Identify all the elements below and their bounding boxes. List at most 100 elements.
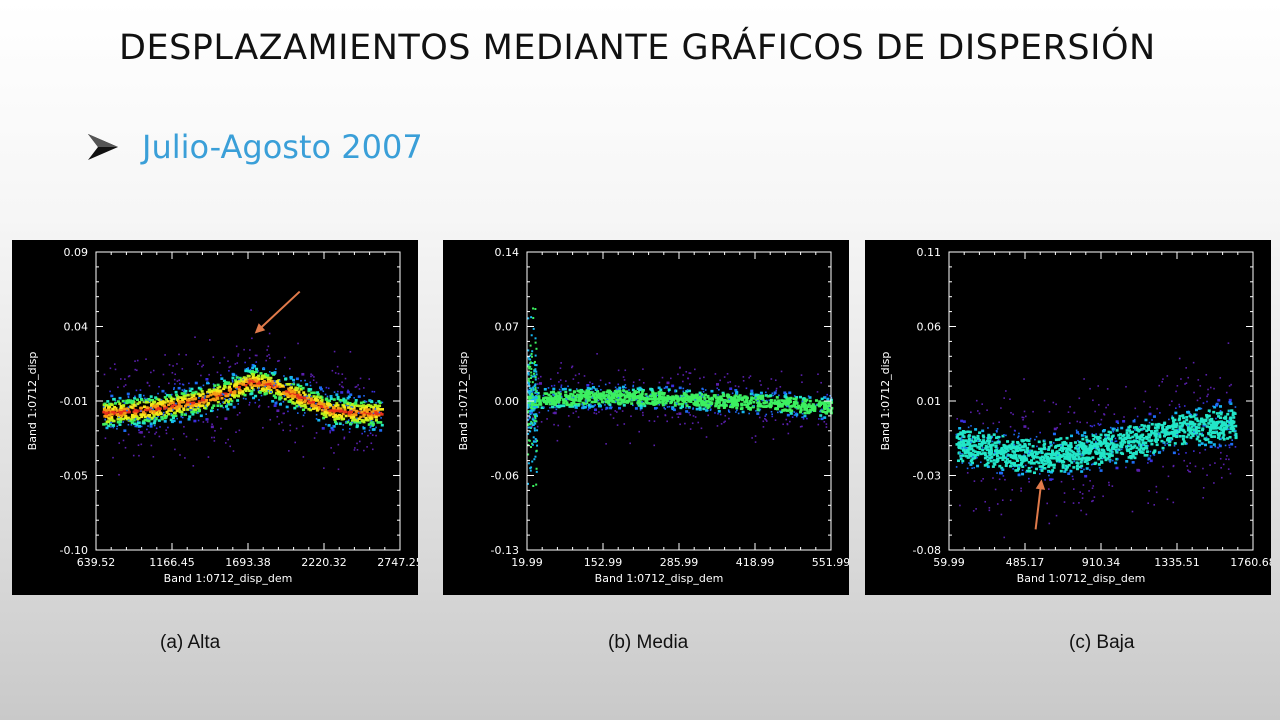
scatter-point	[233, 393, 237, 397]
scatter-point	[677, 373, 679, 376]
y-tick-label: 0.09	[64, 246, 89, 259]
scatter-point	[784, 403, 788, 406]
scatter-point	[194, 381, 198, 385]
scatter-point	[1104, 433, 1108, 437]
scatter-point	[1070, 434, 1074, 438]
scatter-point	[649, 397, 653, 401]
scatter-point	[192, 410, 196, 414]
scatter-point	[679, 406, 683, 410]
scatter-point	[527, 389, 529, 391]
scatter-point	[347, 411, 351, 414]
scatter-point	[741, 396, 745, 399]
scatter-point	[201, 399, 205, 402]
scatter-point	[347, 395, 351, 399]
scatter-point	[1215, 417, 1217, 420]
scatter-point	[152, 404, 156, 408]
scatter-point	[961, 446, 964, 449]
scatter-point	[307, 389, 311, 393]
scatter-point	[720, 423, 723, 425]
scatter-point	[528, 358, 531, 361]
scatter-point	[348, 402, 352, 405]
scatter-point	[138, 429, 140, 431]
scatter-point	[710, 404, 713, 407]
scatter-point	[337, 413, 341, 417]
scatter-point	[572, 400, 576, 403]
scatter-point	[250, 386, 254, 389]
scatter-point	[285, 383, 289, 386]
scatter-point	[152, 421, 156, 425]
scatter-point	[1199, 385, 1202, 387]
scatter-point	[1134, 426, 1138, 429]
scatter-point	[992, 477, 994, 479]
scatter-point	[557, 391, 561, 394]
scatter-point	[532, 397, 535, 400]
scatter-point	[653, 397, 657, 401]
scatter-point	[802, 397, 806, 400]
scatter-point	[1170, 432, 1174, 435]
scatter-point	[771, 392, 774, 395]
scatter-point	[371, 434, 374, 436]
scatter-point	[173, 378, 176, 381]
scatter-point	[102, 410, 106, 414]
scatter-point	[1153, 504, 1156, 506]
scatter-point	[289, 424, 292, 427]
scatter-point	[233, 395, 237, 399]
scatter-point	[978, 412, 981, 415]
scatter-point	[209, 389, 213, 393]
scatter-point	[702, 407, 706, 411]
scatter-point	[1039, 457, 1043, 461]
scatter-point	[376, 410, 380, 414]
scatter-point	[109, 367, 112, 370]
scatter-point	[557, 397, 561, 401]
scatter-point	[248, 401, 251, 404]
scatter-point	[111, 410, 115, 414]
scatter-point	[535, 373, 538, 376]
scatter-point	[1189, 471, 1192, 473]
scatter-point	[572, 396, 575, 399]
scatter-point	[527, 317, 530, 320]
scatter-point	[1206, 395, 1208, 398]
scatter-point	[338, 398, 342, 402]
scatter-point	[1055, 456, 1059, 459]
scatter-point	[793, 395, 796, 397]
scatter-point	[574, 398, 578, 402]
scatter-point	[1084, 474, 1088, 478]
scatter-point	[600, 400, 604, 404]
scatter-point	[810, 404, 814, 408]
scatter-point	[795, 415, 798, 418]
scatter-point	[996, 440, 1000, 444]
scatter-point	[235, 431, 237, 433]
scatter-point	[1193, 429, 1197, 433]
scatter-point	[202, 364, 205, 367]
scatter-point	[380, 423, 384, 427]
scatter-point	[758, 404, 762, 408]
scatter-point	[377, 412, 381, 415]
scatter-point	[271, 384, 275, 388]
scatter-point	[228, 398, 230, 401]
scatter-point	[1175, 435, 1179, 439]
scatter-point	[377, 414, 381, 417]
scatter-point	[158, 435, 161, 438]
scatter-point	[534, 438, 537, 441]
scatter-point	[806, 411, 810, 415]
scatter-point	[144, 397, 146, 400]
scatter-point	[640, 393, 644, 397]
scatter-point	[211, 436, 213, 439]
scatter-point	[676, 400, 680, 403]
scatter-point	[791, 404, 795, 408]
scatter-point	[624, 384, 627, 386]
scatter-point	[730, 396, 734, 400]
scatter-point	[687, 377, 690, 380]
scatter-point	[1207, 393, 1209, 396]
scatter-point	[313, 437, 316, 439]
scatter-point	[380, 408, 384, 411]
scatter-point	[704, 406, 707, 409]
scatter-point	[734, 401, 738, 404]
scatter-point	[961, 452, 963, 455]
scatter-point	[123, 385, 125, 388]
scatter-point	[368, 416, 372, 420]
scatter-point	[1111, 485, 1114, 487]
scatter-point	[530, 316, 533, 319]
scatter-point	[1145, 429, 1149, 433]
scatter-point	[1185, 452, 1187, 454]
